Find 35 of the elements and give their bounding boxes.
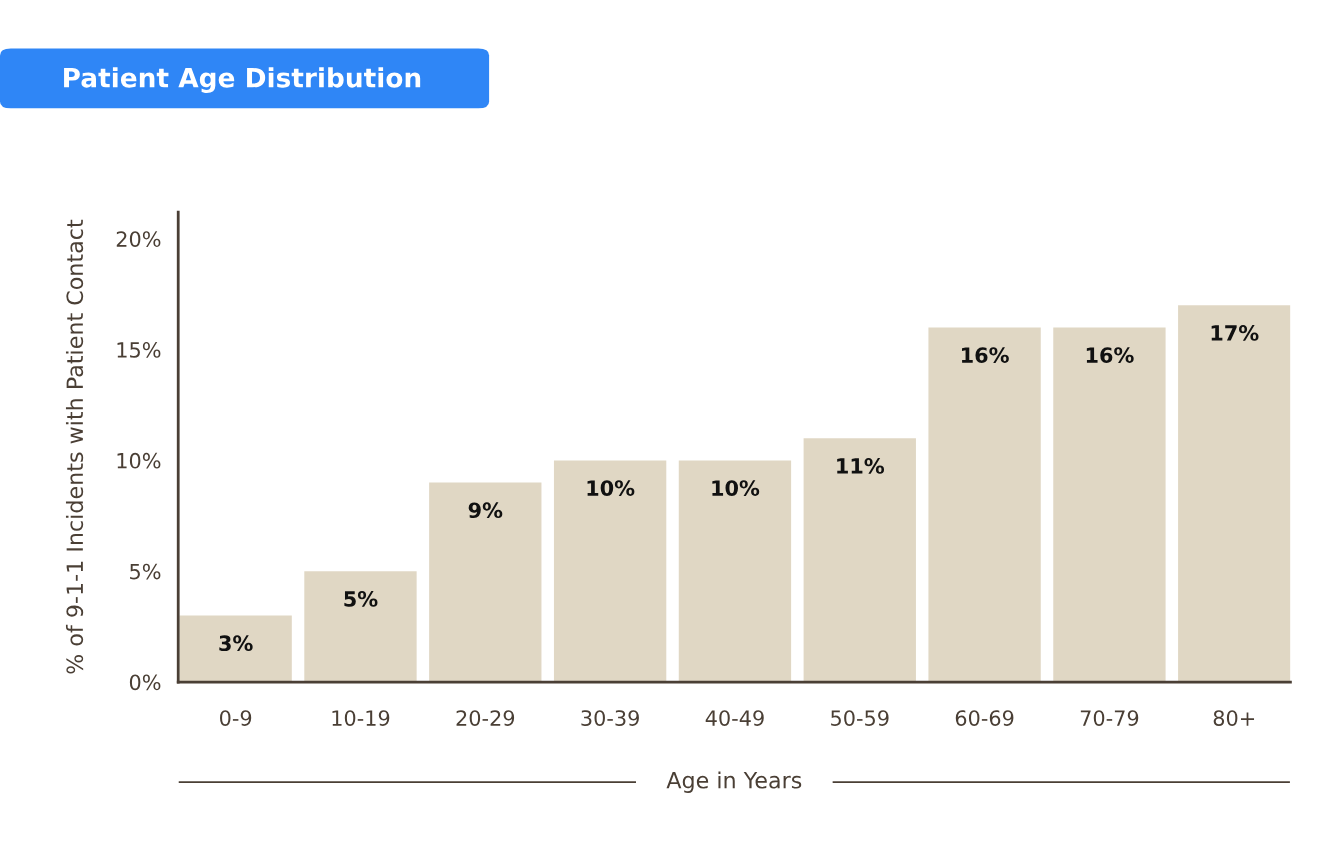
bar: [678, 460, 792, 683]
bar: [429, 482, 542, 683]
x-tick-label: 50-59: [831, 710, 889, 726]
bar: [1053, 327, 1166, 683]
y-tick-label: 0%: [129, 674, 161, 691]
x-tick-label: 30-39: [581, 710, 639, 726]
bar: [1178, 305, 1291, 683]
y-axis-title: % of 9-1-1 Incidents with Patient Contact: [65, 219, 84, 674]
bar: [304, 571, 417, 683]
x-tick-label: 60-69: [955, 710, 1014, 726]
data-label: 10%: [587, 480, 635, 496]
data-label: 9%: [468, 502, 503, 519]
x-tick-label: 40-49: [705, 710, 764, 726]
x-tick-label: 10-19: [332, 710, 390, 726]
data-label: 16%: [962, 347, 1009, 363]
data-label: 10%: [712, 480, 760, 496]
bar: [179, 615, 292, 683]
data-label: 3%: [219, 635, 253, 652]
x-tick-label: 20-29: [456, 710, 515, 726]
x-tick-label: 70-79: [1080, 710, 1139, 726]
y-tick-label: 10%: [117, 452, 161, 469]
y-tick-label: 15%: [117, 342, 161, 358]
data-label: 17%: [1211, 325, 1259, 341]
x-tick-label: 80+: [1213, 710, 1255, 726]
data-label: 5%: [344, 591, 378, 607]
x-axis-title: Age in Years: [666, 771, 802, 793]
bar: [553, 460, 667, 683]
chart-title: Patient Age Distribution: [64, 67, 421, 93]
data-label: 16%: [1086, 347, 1134, 363]
x-tick-label: 0-9: [220, 710, 252, 726]
y-tick-label: 5%: [130, 563, 161, 580]
bar: [928, 327, 1041, 683]
y-tick-label: 20%: [116, 231, 161, 247]
bar: [803, 438, 916, 683]
data-label: 11%: [837, 458, 885, 474]
